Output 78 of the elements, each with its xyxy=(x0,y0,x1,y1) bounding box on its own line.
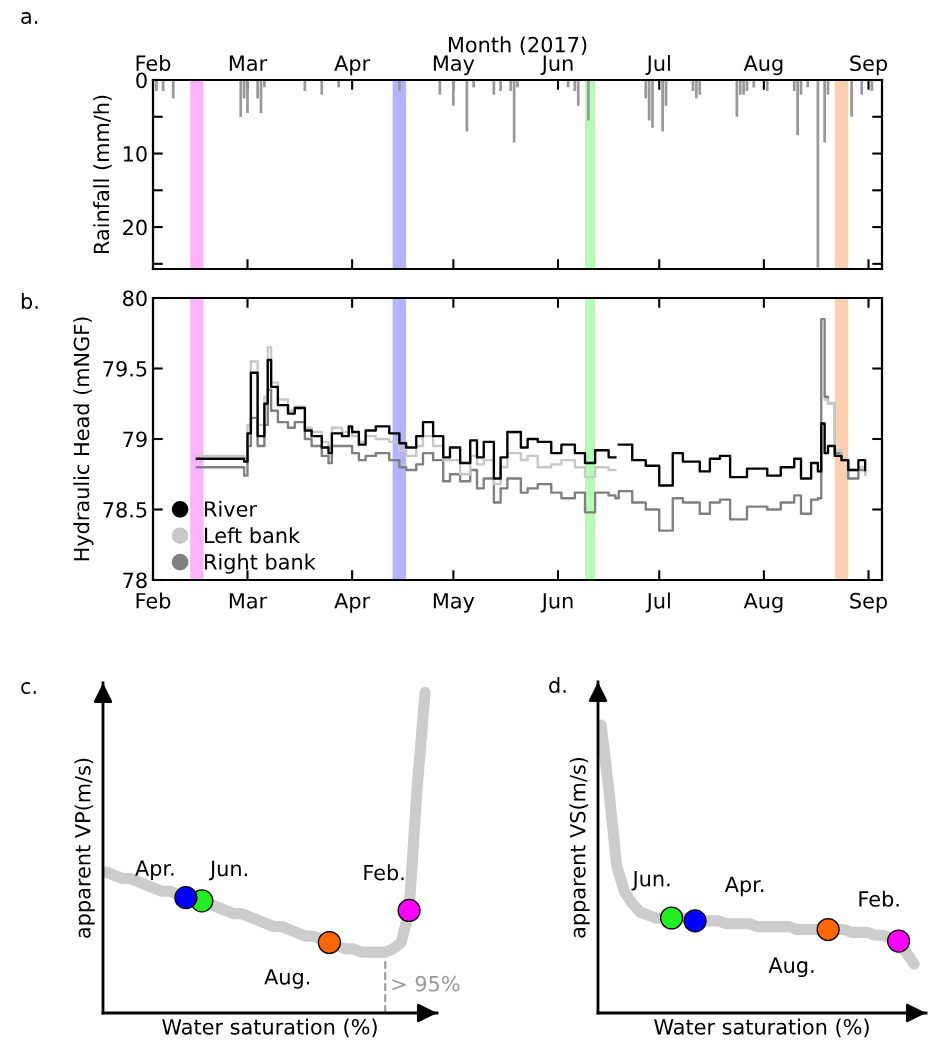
x-axis-title: Water saturation (%) xyxy=(162,1018,377,1038)
y-axis-title: apparent VS(m/s) xyxy=(569,757,590,938)
x-tick-label: Sep xyxy=(850,592,887,613)
text: b. xyxy=(21,292,38,310)
y-tick-label: 0 xyxy=(136,72,147,89)
y-axis-title: Hydraulic Head (mNGF) xyxy=(73,317,94,561)
x-tick-label: Jun xyxy=(540,55,573,75)
bar xyxy=(320,80,324,95)
legend-label: Left bank xyxy=(205,527,301,544)
legend-label: River xyxy=(205,500,257,517)
annotation: Jun. xyxy=(631,871,670,891)
point xyxy=(317,930,341,955)
point xyxy=(397,898,421,923)
bar xyxy=(796,80,799,136)
bar xyxy=(823,80,826,143)
bar xyxy=(155,80,158,92)
bar xyxy=(452,80,455,106)
x-tick-label: May xyxy=(433,55,475,76)
bar xyxy=(246,80,249,114)
bar xyxy=(765,80,769,92)
bar xyxy=(398,80,401,92)
y-tick-label: 79.5 xyxy=(103,360,147,377)
y-axis-title: apparent VP(m/s) xyxy=(74,758,95,938)
bar xyxy=(171,80,175,99)
x-tick-label: Aug xyxy=(743,55,783,76)
y-tick-label: 78.5 xyxy=(103,501,147,518)
y-tick-label: 79 xyxy=(123,431,147,448)
bar xyxy=(698,80,702,95)
bar xyxy=(850,80,853,117)
legend-label: Right bank xyxy=(205,553,316,574)
bar xyxy=(651,80,654,128)
x-tick-label: Jul xyxy=(645,54,670,75)
point xyxy=(886,929,911,953)
annotation: Aug. xyxy=(264,969,310,989)
bar xyxy=(752,80,756,88)
bar xyxy=(239,80,243,117)
x2-axis-title: Month (2017) xyxy=(448,36,587,55)
x-tick-label: Mar xyxy=(229,593,268,609)
annotation: Aug. xyxy=(768,957,814,978)
point xyxy=(659,906,684,930)
point xyxy=(816,917,840,942)
y-tick-label: 20 xyxy=(123,219,147,236)
point xyxy=(683,909,707,933)
annotation: > 95% xyxy=(392,975,460,992)
bar xyxy=(472,80,475,88)
x-tick-label: Apr xyxy=(334,55,371,76)
bar xyxy=(742,80,745,95)
annotation: Feb. xyxy=(859,890,899,907)
bar xyxy=(661,80,664,132)
bar xyxy=(499,80,502,92)
bar xyxy=(337,80,340,88)
x-tick-label: Jul xyxy=(645,592,670,613)
x-tick-label: Sep xyxy=(850,55,887,76)
bar xyxy=(695,80,698,99)
text: d. xyxy=(549,676,566,694)
x-tick-label: Jun xyxy=(540,593,573,613)
text: c. xyxy=(21,682,36,695)
point xyxy=(174,886,198,910)
y-tick-label: 10 xyxy=(123,145,147,162)
x-tick-label: Feb xyxy=(136,54,171,72)
bar xyxy=(587,80,590,121)
x-axis-title: Water saturation (%) xyxy=(654,1018,869,1038)
y-tick-label: 80 xyxy=(123,290,147,307)
bar xyxy=(860,80,864,95)
text: a. xyxy=(21,12,38,25)
y-axis-title: Rainfall (mm/h) xyxy=(93,95,112,254)
x-tick-label: Apr xyxy=(334,593,371,613)
x-tick-label: Aug xyxy=(743,593,783,613)
y-tick-label: 78 xyxy=(123,572,147,589)
annotation: Apr. xyxy=(724,876,764,897)
annotation: Apr. xyxy=(135,860,174,880)
annotation: Jun. xyxy=(208,860,247,881)
x-tick-label: Feb xyxy=(136,592,171,609)
x-tick-label: Mar xyxy=(229,55,268,72)
annotation: Feb. xyxy=(364,864,404,881)
bar xyxy=(806,80,810,88)
bar xyxy=(576,80,580,106)
x-tick-label: May xyxy=(433,593,475,613)
